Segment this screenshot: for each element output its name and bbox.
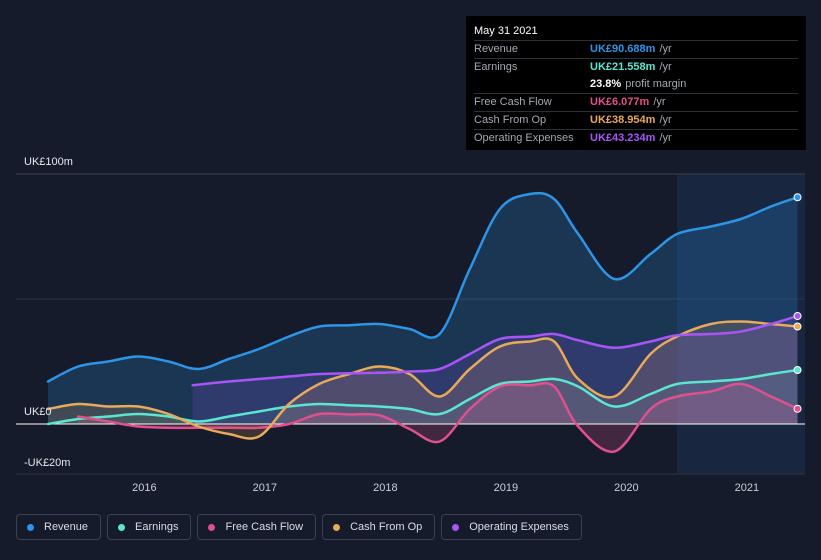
- series-area-revenue: [48, 193, 798, 424]
- tooltip-unit: /yr: [659, 43, 672, 55]
- legend-label: Cash From Op: [350, 521, 423, 533]
- tooltip-label: [474, 76, 590, 93]
- tooltip-unit: /yr: [659, 61, 672, 73]
- x-tick-label: 2016: [132, 482, 157, 494]
- tooltip-value: UK£6.077m: [590, 96, 650, 108]
- legend-label: Operating Expenses: [469, 521, 569, 533]
- series-line-cash-from-op: [46, 320, 799, 440]
- tooltip-value: UK£43.234m: [590, 132, 656, 144]
- series-end-point-free-cash-flow: [793, 404, 802, 413]
- legend-dot-icon: [118, 523, 126, 531]
- tooltip-value: UK£90.688m: [590, 43, 656, 55]
- x-tick-label: 2017: [252, 482, 278, 494]
- tooltip-row-revenue: Revenue UK£90.688m /yr: [474, 40, 798, 58]
- legend-item-cash-from-op[interactable]: Cash From Op: [322, 514, 436, 540]
- tooltip-unit: /yr: [659, 132, 672, 144]
- tooltip-row-cfo: Cash From Op UK£38.954m /yr: [474, 111, 798, 129]
- series-end-point-earnings: [793, 366, 802, 374]
- legend-item-earnings[interactable]: Earnings: [107, 514, 192, 540]
- y-axis-zero-label: UK£0: [24, 406, 52, 418]
- legend-dot-icon: [27, 523, 34, 531]
- tooltip-row-fcf: Free Cash Flow UK£6.077m /yr: [474, 93, 798, 111]
- series-area-earnings: [48, 370, 798, 424]
- legend-dot-icon: [208, 523, 216, 531]
- tooltip-label: Earnings: [474, 61, 518, 73]
- tooltip-label: Revenue: [474, 43, 519, 55]
- tooltip-label: Operating Expenses: [474, 132, 574, 144]
- tooltip-label: Free Cash Flow: [474, 96, 552, 108]
- legend-item-revenue[interactable]: Revenue: [16, 514, 102, 540]
- legend-label: Earnings: [135, 521, 179, 533]
- series-end-point-operating-expenses: [793, 312, 802, 320]
- tooltip-row-opex: Operating Expenses UK£43.234m /yr: [474, 129, 798, 147]
- x-tick-label: 2018: [373, 482, 398, 494]
- tooltip-unit: /yr: [653, 96, 666, 108]
- tooltip-value: UK£21.558m: [590, 61, 656, 73]
- chart-legend: Revenue Earnings Free Cash Flow Cash Fro…: [16, 514, 582, 540]
- tooltip-date: May 31 2021: [474, 25, 538, 37]
- y-axis-top-label: UK£100m: [24, 156, 73, 168]
- tooltip-unit: /yr: [659, 114, 672, 126]
- series-end-point-cash-from-op: [793, 322, 802, 331]
- legend-label: Revenue: [44, 521, 89, 533]
- tooltip-value: UK£38.954m: [590, 114, 656, 126]
- data-tooltip: May 31 2021 Revenue UK£90.688m /yr Earni…: [466, 16, 806, 150]
- legend-item-operating-expenses[interactable]: Operating Expenses: [441, 514, 582, 540]
- legend-item-free-cash-flow[interactable]: Free Cash Flow: [197, 514, 317, 540]
- x-tick-label: 2019: [493, 482, 519, 494]
- series-line-revenue: [46, 191, 799, 383]
- y-axis-bottom-label: -UK£20m: [24, 457, 71, 469]
- tooltip-value: 23.8%: [590, 78, 622, 90]
- legend-dot-icon: [333, 523, 341, 531]
- series-area-cash-from-op: [48, 321, 798, 439]
- tooltip-unit: profit margin: [625, 78, 687, 90]
- tooltip-label: Cash From Op: [474, 114, 547, 126]
- x-tick-label: 2020: [614, 482, 639, 494]
- series-area-free-cash-flow: [78, 383, 798, 452]
- legend-dot-icon: [452, 523, 460, 531]
- x-tick-label: 2021: [734, 482, 760, 494]
- legend-label: Free Cash Flow: [225, 521, 304, 533]
- series-line-earnings: [46, 368, 799, 426]
- tooltip-row-earnings: Earnings UK£21.558m /yr: [474, 58, 798, 76]
- series-line-operating-expenses: [191, 314, 799, 387]
- series-end-point-revenue: [793, 193, 802, 202]
- tooltip-row-margin: 23.8% profit margin: [474, 76, 798, 93]
